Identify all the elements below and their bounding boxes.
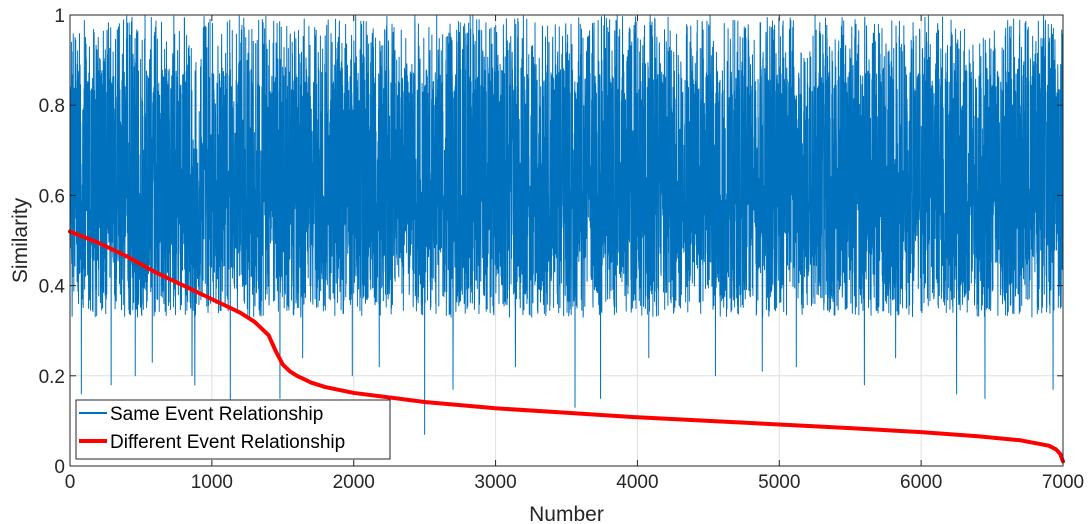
ticks: 0 1000 2000 3000 4000 5000 6000 7000 0 0.2 0.4 0.6 0… [39,6,1085,493]
same-event-series [69,14,1064,435]
y-tick-label-1: 0.2 [39,367,65,388]
same-event-line [69,14,1064,435]
legend-label-different-event: Different Event Relationship [110,432,345,453]
y-tick-label-0: 0 [54,457,65,478]
x-tick-label-6: 6000 [900,472,942,493]
x-tick-label-3: 3000 [474,472,516,493]
y-tick-label-5: 1 [54,6,65,27]
legend-label-same-event: Same Event Relationship [110,404,323,425]
x-tick-label-7: 7000 [1042,472,1084,493]
x-axis-label: Number [529,503,604,524]
legend: Same Event Relationship Different Event … [75,399,391,460]
legend-box [75,399,391,460]
y-tick-label-3: 0.6 [39,186,65,207]
different-event-line [68,229,1065,464]
y-tick-label-2: 0.4 [39,277,66,298]
y-tick-label-4: 0.8 [39,96,65,117]
x-tick-label-0: 0 [65,472,76,493]
x-tick-label-4: 4000 [616,472,658,493]
y-axis-label: Similarity [9,197,32,283]
x-tick-label-1: 1000 [191,472,233,493]
x-tick-label-5: 5000 [758,472,800,493]
different-event-series [68,229,1065,464]
axes-box [69,14,1064,467]
x-tick-label-2: 2000 [333,472,375,493]
